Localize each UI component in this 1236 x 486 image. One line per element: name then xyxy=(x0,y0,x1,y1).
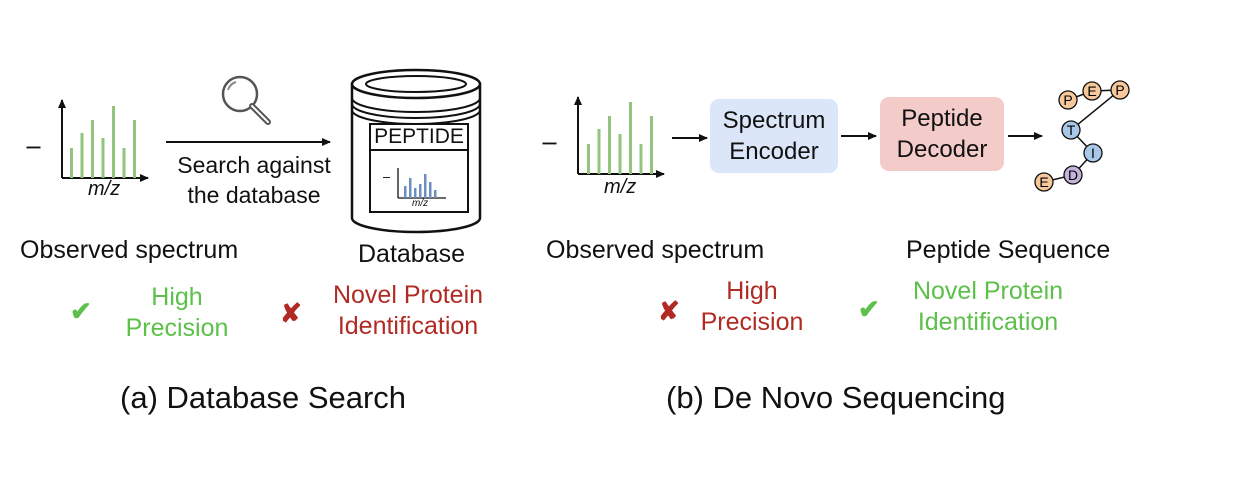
amino-acid-bead xyxy=(1082,81,1102,101)
spectrum-bar xyxy=(101,138,105,178)
check-icon-b: ✔ xyxy=(858,294,880,324)
peptide-sequence-label: Peptide Sequence xyxy=(906,236,1111,264)
database-label: Database xyxy=(358,240,466,268)
spectrum-bars-a xyxy=(70,106,136,178)
spectrum-bar xyxy=(587,144,590,174)
amino-acid-bead xyxy=(1110,80,1130,100)
database-mini-axis-x: m/z xyxy=(412,198,429,209)
mini-spectrum-bar xyxy=(414,188,417,198)
mini-spectrum-bar xyxy=(424,174,427,198)
mini-spectrum-bar xyxy=(434,190,437,198)
status-novel-protein-b-line1: Novel Protein xyxy=(912,277,1064,305)
cross-icon-b: ✘ xyxy=(658,296,680,326)
amino-acid-bead xyxy=(1061,120,1081,140)
axis-y-label-a: I xyxy=(23,144,46,151)
search-arrow-text-line2: the database xyxy=(187,182,321,208)
decoder-line2: Decoder xyxy=(896,136,988,163)
amino-acid-bead xyxy=(1034,172,1054,192)
spectrum-bar xyxy=(80,133,84,178)
mini-spectrum-bars xyxy=(404,174,437,198)
status-high-precision-a-line1: High xyxy=(151,283,203,311)
status-novel-protein-b-line2: Identification xyxy=(917,308,1059,336)
amino-acid-bead xyxy=(1063,165,1083,185)
amino-acid-letter: P xyxy=(1115,82,1124,98)
spectrum-bar xyxy=(112,106,115,178)
database-peptide-word: PEPTIDE xyxy=(374,125,464,148)
mini-spectrum-bar xyxy=(419,184,422,198)
caption-a: (a) Database Search xyxy=(120,380,407,415)
spectrum-chart-a xyxy=(58,99,149,182)
axis-y-label-b: I xyxy=(539,140,562,147)
status-high-precision-a-line2: Precision xyxy=(125,314,229,342)
magnifier-icon xyxy=(221,75,271,125)
spectrum-chart-b xyxy=(574,96,665,178)
mini-spectrum-bar xyxy=(409,178,412,198)
amino-acid-letter: P xyxy=(1063,92,1072,108)
spectrum-bar xyxy=(618,134,622,174)
amino-acid-letter: E xyxy=(1039,174,1048,190)
amino-acid-letter: E xyxy=(1087,83,1096,99)
cross-icon-a: ✘ xyxy=(280,298,302,328)
database-mini-axis-y: I xyxy=(381,176,393,179)
spectrum-bar xyxy=(629,102,632,174)
encoder-line1: Spectrum xyxy=(722,107,826,134)
status-novel-protein-b: Novel Protein Identification xyxy=(896,276,1080,338)
status-high-precision-a: High Precision xyxy=(112,282,242,344)
amino-acid-letter: I xyxy=(1091,145,1095,161)
search-arrow-text-line1: Search against xyxy=(177,152,331,178)
spectrum-bar xyxy=(597,129,601,174)
spectrum-bar xyxy=(122,148,126,178)
status-novel-protein-a-line2: Identification xyxy=(337,312,479,340)
peptide-decoder-box: Peptide Decoder xyxy=(880,97,1004,171)
amino-acid-bead xyxy=(1083,143,1103,163)
amino-acid-letter: T xyxy=(1067,122,1076,138)
axis-x-label-b: m/z xyxy=(604,176,637,198)
status-high-precision-b-line1: High xyxy=(726,277,778,305)
database-icon xyxy=(350,68,482,234)
check-icon-a: ✔ xyxy=(70,296,92,326)
spectrum-bar xyxy=(608,116,611,174)
spectrum-bar xyxy=(70,148,73,178)
mini-spectrum-bar xyxy=(404,186,407,198)
search-arrow-text: Search against the database xyxy=(166,150,342,210)
status-high-precision-b-line2: Precision xyxy=(700,308,804,336)
observed-spectrum-label-a: Observed spectrum xyxy=(20,236,239,264)
status-novel-protein-a-line1: Novel Protein xyxy=(332,281,484,309)
caption-b: (b) De Novo Sequencing xyxy=(666,380,1006,415)
spectrum-bar xyxy=(650,116,653,174)
decoder-line1: Peptide xyxy=(901,105,983,132)
amino-acid-letter: D xyxy=(1068,167,1078,183)
spectrum-bar xyxy=(639,144,643,174)
spectrum-encoder-box: Spectrum Encoder xyxy=(710,99,838,173)
encoder-line2: Encoder xyxy=(729,138,819,165)
spectrum-bar xyxy=(91,120,94,178)
spectrum-bars-b xyxy=(587,102,653,174)
status-high-precision-b: High Precision xyxy=(688,276,816,338)
axis-x-label-a: m/z xyxy=(88,178,121,200)
peptide-chain: PE PTIDE xyxy=(1034,80,1130,192)
mini-spectrum-bar xyxy=(429,182,432,198)
spectrum-bar xyxy=(133,120,136,178)
amino-acid-bead xyxy=(1058,90,1078,110)
observed-spectrum-label-b: Observed spectrum xyxy=(546,236,765,264)
status-novel-protein-a: Novel Protein Identification xyxy=(316,280,500,342)
